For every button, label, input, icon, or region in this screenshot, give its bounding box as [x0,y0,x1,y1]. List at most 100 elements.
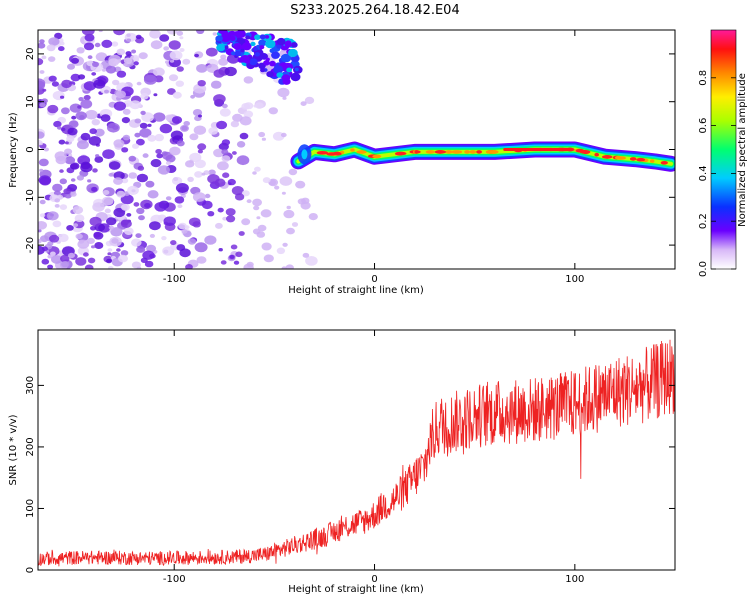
cluster-speckle [269,60,276,67]
noise-speckle [231,186,244,196]
noise-speckle [193,125,207,135]
noise-speckle [139,122,148,129]
noise-speckle [243,263,254,269]
cluster-speckle [288,48,298,58]
noise-speckle [38,158,49,167]
noise-speckle [213,148,225,158]
noise-speckle [161,236,167,241]
noise-speckle [230,120,240,128]
noise-speckle [94,156,104,163]
noise-speckle [216,120,228,130]
noise-speckle [179,48,185,52]
noise-speckle [204,235,217,245]
noise-speckle [110,227,123,237]
noise-speckle [276,247,286,255]
noise-speckle [66,135,75,142]
snr-xtick-label: -100 [163,574,186,585]
noise-speckle [140,93,149,100]
noise-speckle [213,94,226,104]
noise-speckle [41,246,48,251]
noise-speckle [39,213,46,218]
noise-speckle [41,55,47,60]
noise-speckle [184,225,190,230]
noise-speckle [133,61,139,66]
noise-speckle [243,76,254,84]
noise-speckle [61,107,70,115]
noise-speckle [288,168,298,176]
noise-speckle [282,242,288,247]
noise-speckle [154,202,167,212]
noise-speckle [121,147,129,153]
noise-speckle [201,200,213,210]
noise-speckle [153,112,166,122]
noise-speckle [38,80,46,90]
noise-speckle [229,254,235,259]
colorbar: 0.0 0.2 0.4 0.6 0.8 Normalized spectral ampl… [698,29,748,277]
noise-speckle [194,159,206,169]
noise-speckle [48,75,57,82]
noise-speckle [52,90,65,101]
cluster-speckle [218,30,223,34]
noise-speckle [210,80,222,89]
noise-speckle [60,254,70,263]
cluster-speckle [263,60,270,66]
noise-speckle [92,61,99,67]
noise-speckle [71,57,79,64]
noise-speckle [234,193,245,201]
noise-speckle [120,203,130,211]
noise-speckle [54,204,60,208]
noise-speckle [134,58,140,62]
noise-speckle [236,155,250,166]
snr-xtick-label: 0 [371,574,377,585]
noise-speckle [131,261,141,269]
noise-speckle [108,266,114,269]
noise-speckle [150,40,163,50]
noise-speckle [207,211,215,217]
noise-speckle [83,42,95,51]
noise-speckle [132,143,139,149]
noise-speckle [120,194,134,205]
noise-speckle [263,254,274,263]
noise-speckle [125,51,132,56]
noise-speckle [268,178,279,187]
noise-speckle [53,190,61,196]
noise-speckle [196,256,207,264]
colorbar-gradient [711,30,736,269]
noise-speckle [197,80,206,87]
noise-speckle [80,132,91,141]
noise-speckle [149,30,161,39]
noise-speckle [268,107,278,115]
noise-speckle [182,58,191,65]
noise-speckle [280,132,287,138]
noise-speckle [197,143,207,151]
noise-speckle [75,233,83,240]
noise-speckle [260,209,272,218]
noise-speckle [59,204,68,211]
noise-speckle [113,177,123,185]
noise-speckle [241,218,251,226]
noise-speckle [94,42,101,48]
cluster-speckle [259,45,265,50]
noise-speckle [159,123,173,134]
cluster-speckle [276,72,284,78]
noise-speckle [91,72,97,76]
noise-speckle [54,32,63,40]
cluster-speckle [230,51,236,56]
noise-speckle [38,58,44,66]
noise-speckle [147,134,157,142]
noise-speckle [217,161,229,171]
noise-speckle [198,114,202,118]
noise-speckle [131,238,142,247]
noise-speckle [38,221,47,230]
noise-speckle [196,64,208,73]
noise-speckle [222,216,228,221]
noise-speckle [39,102,46,108]
noise-speckle [153,93,158,97]
noise-speckle [102,190,110,195]
noise-speckle [252,171,257,175]
noise-speckle [66,225,74,231]
noise-speckle [252,198,262,207]
spectrogram-ylabel: Frequency (Hz) [8,112,19,188]
noise-speckle [241,190,250,197]
noise-speckle [239,132,249,140]
